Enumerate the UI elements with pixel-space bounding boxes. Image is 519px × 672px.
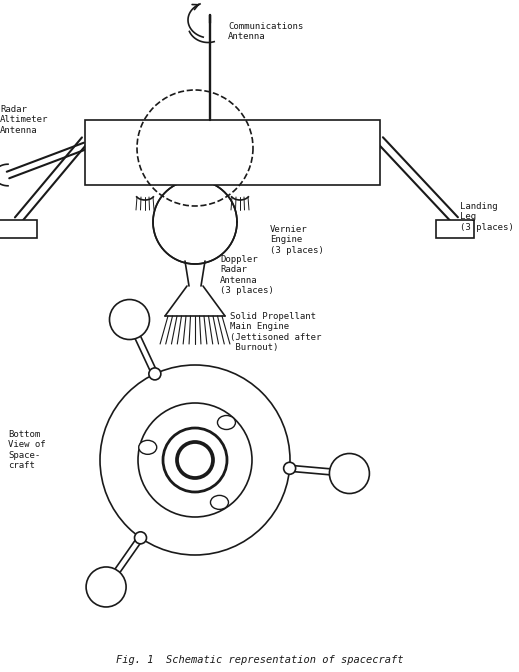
- Circle shape: [153, 180, 237, 264]
- Circle shape: [330, 454, 370, 493]
- Ellipse shape: [211, 495, 228, 509]
- Text: Radar
Altimeter
Antenna: Radar Altimeter Antenna: [0, 105, 48, 135]
- Circle shape: [138, 403, 252, 517]
- Circle shape: [100, 365, 290, 555]
- Bar: [85, 120, 380, 185]
- Text: Landing
Leg
(3 places): Landing Leg (3 places): [460, 202, 514, 232]
- Circle shape: [110, 300, 149, 339]
- Circle shape: [284, 462, 296, 474]
- Text: Communications
Antenna: Communications Antenna: [228, 22, 303, 42]
- Circle shape: [134, 532, 146, 544]
- Circle shape: [149, 368, 161, 380]
- Ellipse shape: [217, 415, 236, 429]
- Circle shape: [86, 567, 126, 607]
- Ellipse shape: [139, 440, 157, 454]
- Bar: [436, 220, 474, 238]
- Text: Bottom
View of
Space-
craft: Bottom View of Space- craft: [8, 430, 46, 470]
- Circle shape: [163, 428, 227, 492]
- Bar: [0, 220, 37, 238]
- Text: Fig. 1  Schematic representation of spacecraft: Fig. 1 Schematic representation of space…: [116, 655, 404, 665]
- Circle shape: [177, 442, 213, 478]
- Text: Doppler
Radar
Antenna
(3 places): Doppler Radar Antenna (3 places): [220, 255, 274, 295]
- Text: Vernier
Engine
(3 places): Vernier Engine (3 places): [270, 225, 324, 255]
- Text: Solid Propellant
Main Engine
(Jettisoned after
 Burnout): Solid Propellant Main Engine (Jettisoned…: [230, 312, 321, 352]
